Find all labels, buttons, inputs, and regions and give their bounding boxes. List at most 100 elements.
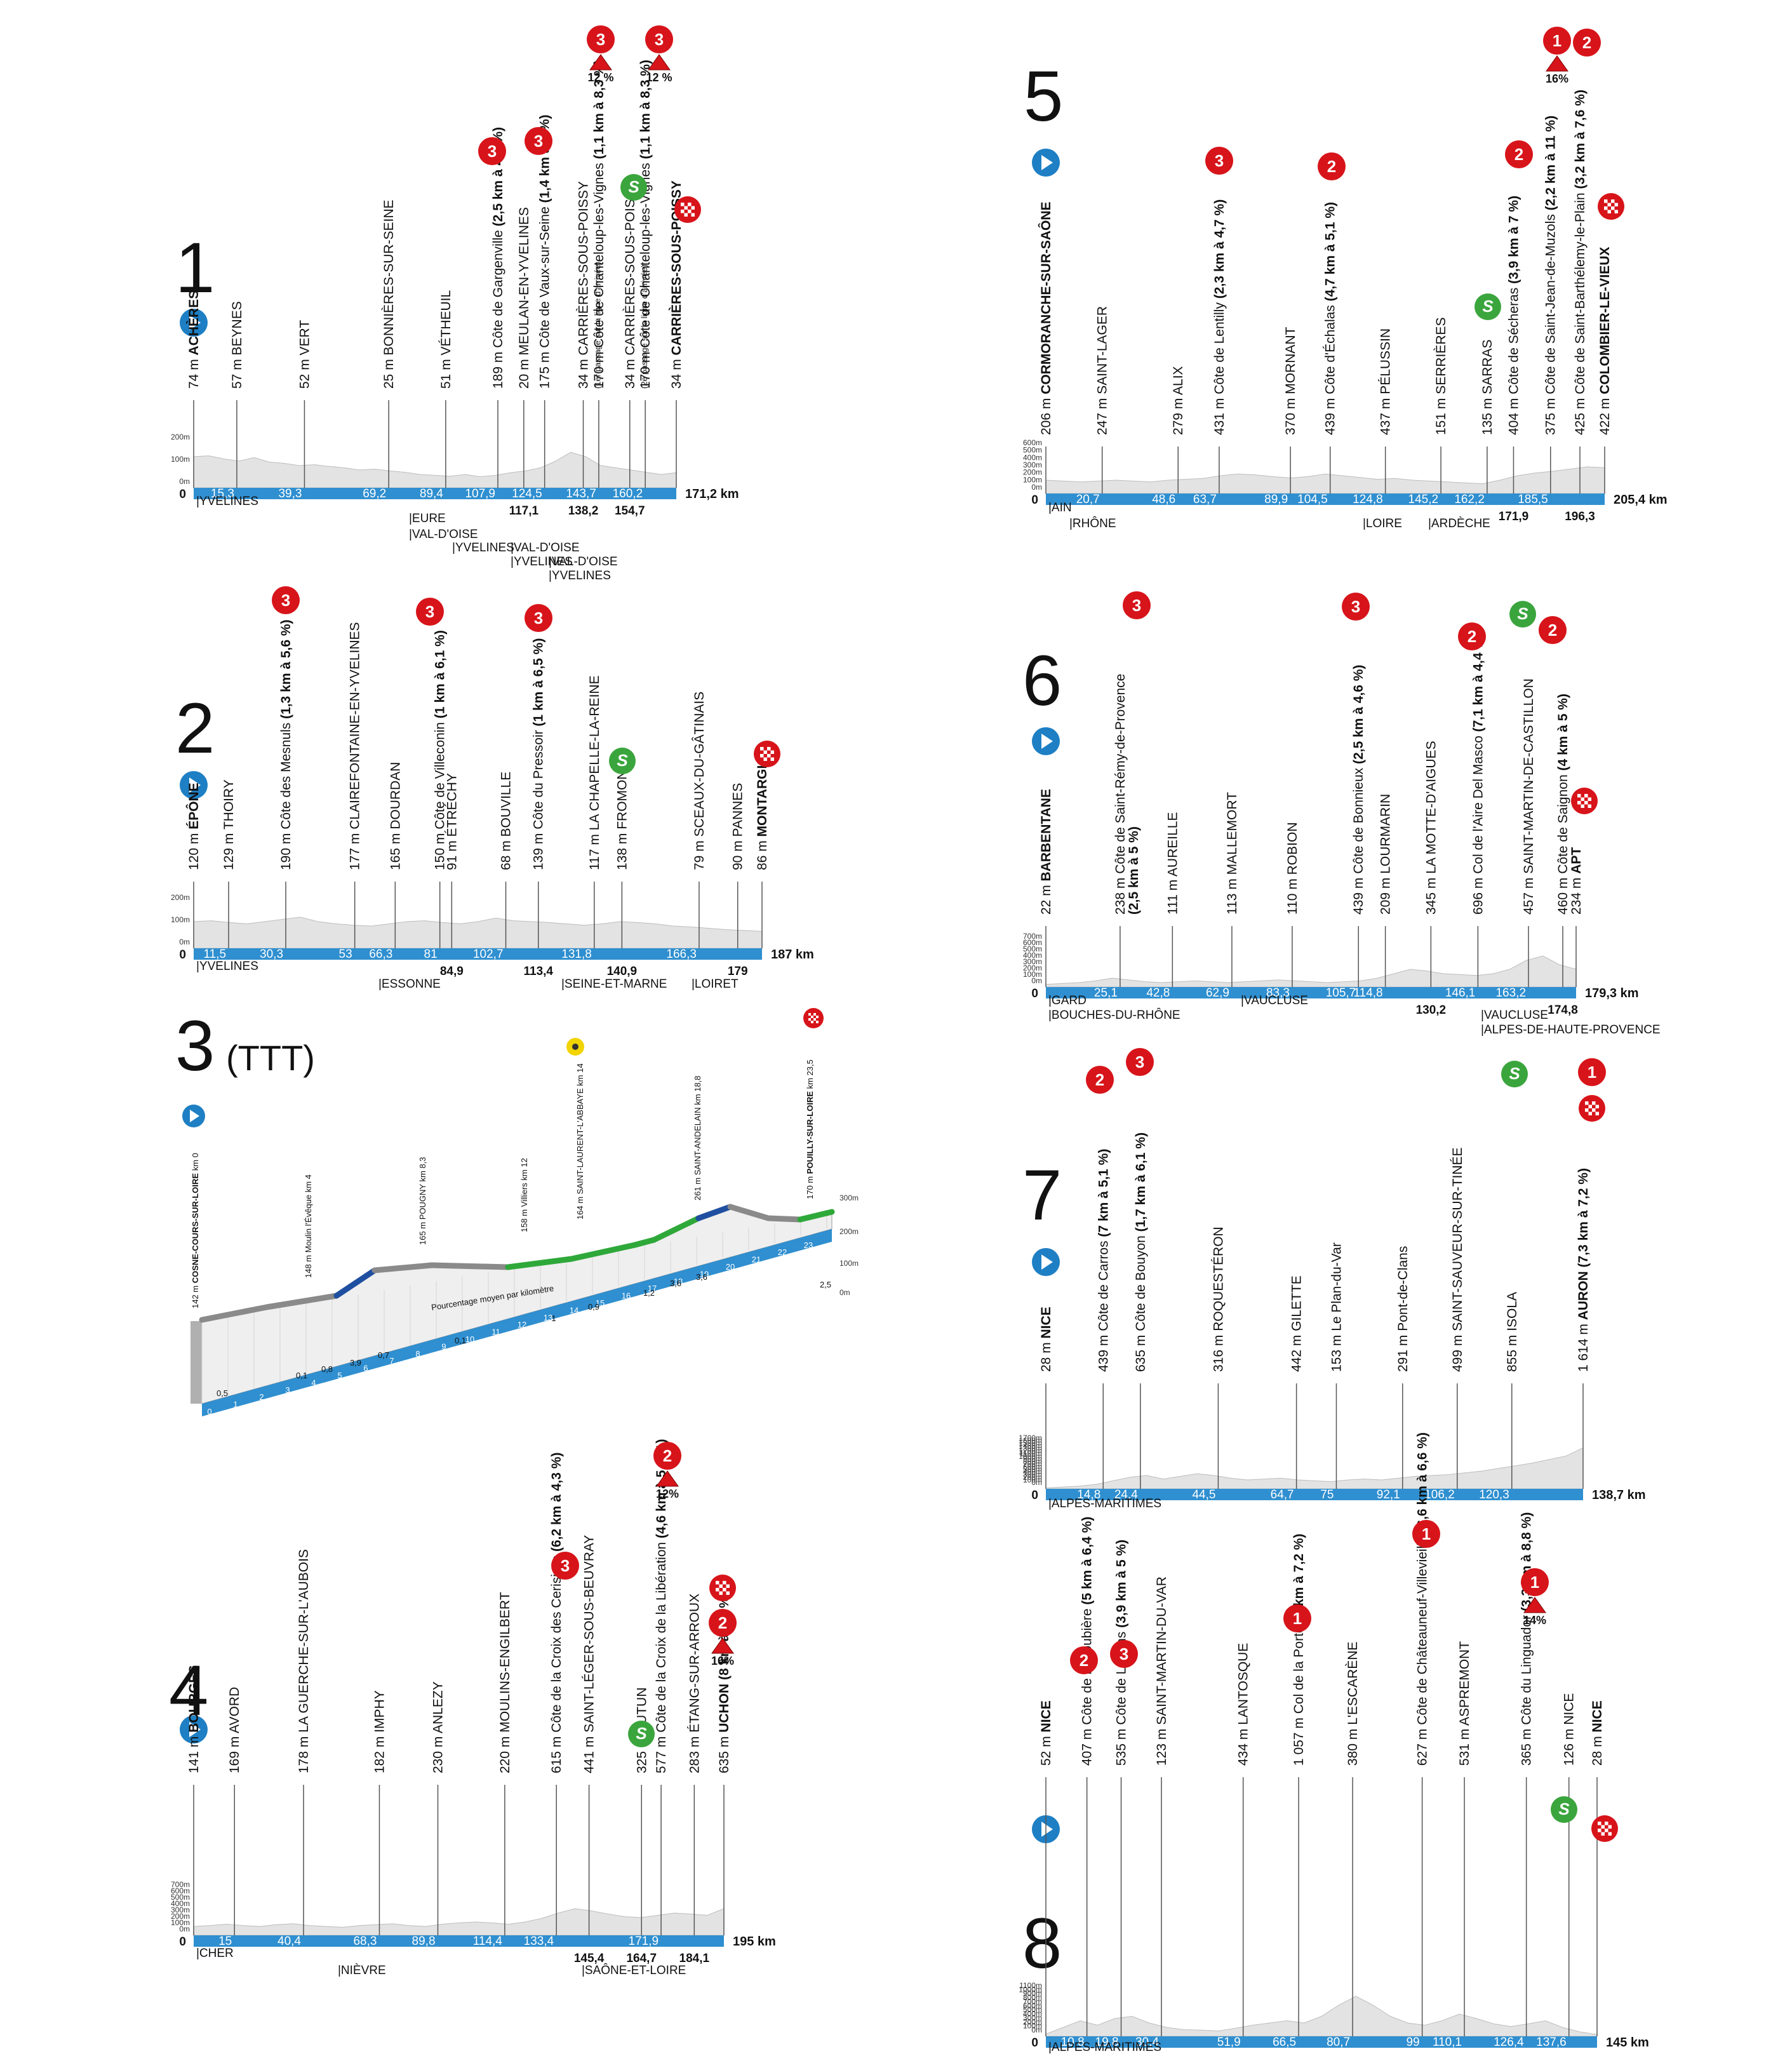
ttt-km-tick: 2	[259, 1392, 264, 1402]
ttt-gradient-strip	[199, 1304, 270, 1323]
finish-flag-square	[811, 1021, 813, 1023]
place-label-text: 153 m Le Plan-du-Var	[1329, 1242, 1344, 1372]
stage-7-sprint-badge-3-label: S	[1509, 1064, 1520, 1083]
place-label-text: 407 m Côte de la Loubière	[1080, 1605, 1095, 1766]
km-marker: 92,1	[1377, 1488, 1400, 1502]
km-marker: 143,7	[566, 487, 596, 501]
department-label: |CHER	[196, 1947, 234, 1960]
place-label-text: 855 m ISOLA	[1505, 1292, 1520, 1372]
place-label: 627 m Côte de Châteauneuf-Villevieille (…	[1415, 1432, 1430, 1766]
place-label: 34 m CARRIÈRES-SOUS-POISSY	[623, 181, 638, 389]
stage-8-number: 8	[1022, 1904, 1062, 1983]
km-marker: 137,6	[1536, 2036, 1567, 2049]
distance-bar	[1046, 1489, 1583, 1500]
stage-1-climb-badge-4-label: 3	[655, 30, 664, 49]
stage-5-climb-badge-5-gradient: 16%	[1546, 72, 1568, 85]
altitude-tick: 100m	[171, 455, 190, 464]
ttt-place-tail: km 0	[191, 1153, 200, 1173]
ttt-place-text: 261 m SAINT-ANDELAIN km 18,8	[693, 1075, 702, 1200]
km-marker-below: 140,9	[607, 965, 638, 978]
place-label-text: 615 m Côte de la Croix des Cerisiers	[549, 1552, 564, 1773]
altitude-tick: 500m	[1023, 1465, 1042, 1474]
place-label: 139 m Côte du Pressoir (1 km à 6,5 %)	[532, 638, 546, 870]
finish-flag-square	[1607, 203, 1611, 206]
stage-8-climb-badge-4	[1412, 1520, 1440, 1548]
place-label: 230 m ANLEZY	[431, 1681, 446, 1773]
finish-flag-square	[723, 1588, 726, 1592]
altitude-tick: 100m	[171, 1918, 190, 1927]
ttt-place-label: 158 m Villiers km 12	[519, 1158, 529, 1232]
km-zero: 0	[179, 1935, 186, 1949]
department-label: |VAL-D'OISE	[511, 541, 580, 554]
altitude-tick: 300m	[171, 1905, 190, 1914]
km-marker: 102,7	[473, 948, 504, 961]
finish-flag-square	[691, 206, 695, 210]
stage-4-climb-badge-2	[653, 1442, 681, 1470]
stage-8-climb-badge-4-label: 1	[1422, 1524, 1431, 1543]
ttt-place-text: 164 m SAINT-LAURENT-L'ABBAYE km 14	[575, 1063, 585, 1219]
stage-8-climb-badge-5-label: 1	[1530, 1573, 1539, 1592]
stage-6-sprint-badge-4-label: S	[1517, 604, 1528, 623]
km-marker: 25,1	[1094, 986, 1118, 1000]
stage-2-sprint-badge-4-label: S	[617, 751, 628, 770]
altitude-tick: 0m	[1031, 976, 1042, 985]
place-label-bold: (4 km à 5 %)	[1556, 694, 1570, 770]
place-label-text: 375 m Côte de Saint-Jean-de-Muzols	[1544, 210, 1558, 435]
place-label-text: 439 m Côte de Carros	[1096, 1237, 1111, 1372]
km-marker: 75	[1320, 1488, 1334, 1502]
place-label-text: 20 m MEULAN-EN-YVELINES	[517, 207, 532, 389]
place-label: 170 m Côte de Chanteloup-les-Vignes (1,1…	[638, 60, 653, 389]
altitude-tick: 200m	[171, 1912, 190, 1921]
stage-2-climb-badge-3-label: 3	[534, 608, 543, 628]
place-label: 422 m COLOMBIER-LE-VIEUX	[1598, 247, 1612, 435]
altitude-tick: 200m	[171, 893, 190, 902]
altitude-tick: 200m	[1023, 468, 1042, 477]
place-label: 28 m NICE	[1039, 1307, 1053, 1372]
altitude-tick: 500m	[1023, 446, 1042, 455]
place-label-text: 439 m Côte de Bonnieux	[1351, 764, 1366, 915]
stage-2-panel: 2 200m 100m 0m 120 m ÉPÔNE 129 m THOIRY 190 m …	[171, 586, 814, 991]
altitude-tick: 400m	[1023, 1468, 1042, 1477]
stage-2-climb-badge-2	[416, 598, 444, 626]
ttt-km-tick: 11	[491, 1327, 500, 1337]
stage-3-panel: 3 (TTT)0123456789101112131415161718192021…	[175, 1006, 859, 1416]
finish-flag-square	[1614, 203, 1618, 206]
km-marker: 53	[339, 948, 352, 961]
stage-1-climb-badge-4-gradient: 12 %	[646, 71, 672, 84]
place-label-bold: (1 km à 6,1 %)	[433, 630, 448, 718]
place-label-bold: NICE	[1039, 1307, 1053, 1338]
km-marker: 44,5	[1192, 1488, 1215, 1502]
stage-2-sprint-badge-4	[609, 748, 636, 774]
finish-flag-square	[808, 1018, 811, 1021]
finish-flag-square	[1592, 1101, 1596, 1105]
finish-flag-square	[1592, 1108, 1596, 1112]
finish-flag-square	[716, 1581, 719, 1585]
altitude-tick: 600m	[1023, 2001, 1042, 2010]
stage-6-sprint-badge-4	[1509, 601, 1536, 628]
place-label-text: 34 m	[669, 355, 684, 389]
department-label: |RHÔNE	[1069, 516, 1116, 530]
altitude-tick: 100m	[839, 1259, 859, 1268]
place-label-bold: (7,1 km à 4,4 %)	[1471, 633, 1485, 732]
place-label-bold: (6,6 km à 6,6 %)	[1415, 1432, 1430, 1531]
km-marker: 162,2	[1454, 493, 1485, 506]
place-label-text: 230 m ANLEZY	[431, 1681, 446, 1773]
ttt-km-tick: 4	[311, 1378, 316, 1387]
altitude-tick: 100m	[171, 915, 190, 924]
distance-bar	[1046, 987, 1576, 998]
finish-flag-square	[1614, 210, 1618, 213]
finish-flag-square	[1584, 801, 1588, 805]
place-label-bold: MONTARGIS	[755, 756, 770, 837]
stage-4-climb-badge-5-gradient-triangle	[711, 1637, 734, 1654]
ttt-place-text: 165 m POUGNY km 8,3	[418, 1157, 427, 1245]
ttt-place-text: 148 m Moulin l'Évêque km 4	[304, 1174, 313, 1278]
place-label: 460 m Côte de Saignon (4 km à 5 %)	[1556, 694, 1570, 915]
finish-flag-square	[681, 210, 685, 213]
place-label-text: 139 m Côte du Pressoir	[532, 727, 546, 870]
place-label: 178 m LA GUERCHE-SUR-L'AUBOIS	[297, 1549, 311, 1773]
km-marker: 131,8	[561, 948, 592, 961]
place-label-text: 635 m	[717, 1733, 732, 1773]
place-label: 28 m NICE	[1590, 1700, 1605, 1766]
place-label: 25 m BONNIÈRES-SUR-SEINE	[382, 199, 396, 389]
total-distance: 179,3 km	[1585, 986, 1639, 1000]
